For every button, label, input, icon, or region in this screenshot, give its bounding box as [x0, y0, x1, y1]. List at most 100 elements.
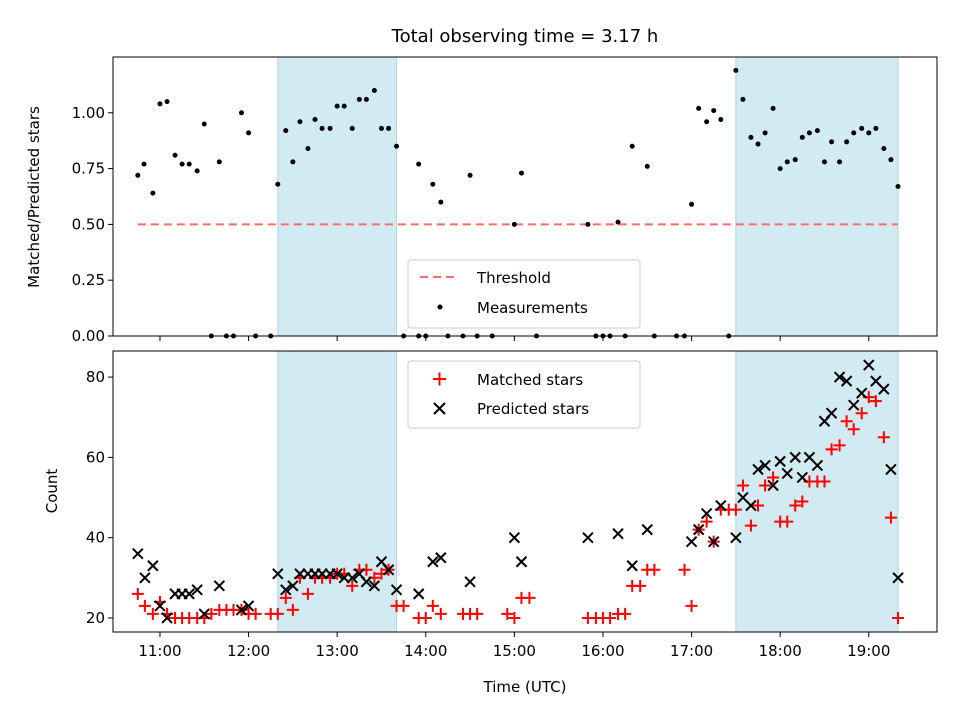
bottom-y-ticks: 20 40 60 80: [86, 368, 113, 627]
predicted-star-point: [626, 560, 638, 572]
matched-star-point: [678, 563, 691, 576]
measurement-point: [689, 201, 695, 207]
measurement-point: [246, 130, 252, 136]
y-tick-label: 1.00: [72, 104, 105, 122]
matched-stars-points: [131, 391, 905, 624]
predicted-star-point: [287, 580, 299, 592]
matched-star-point: [523, 591, 536, 604]
matched-star-point: [279, 591, 292, 604]
measurement-point: [438, 199, 444, 205]
legend-threshold-label: Threshold: [476, 269, 551, 287]
bottom-x-ticks: 11:00 12:00 13:00 14:00 15:00 16:00 17:00 18:00…: [138, 632, 890, 660]
predicted-star-point: [360, 576, 373, 588]
matched-star-point: [501, 607, 514, 620]
predicted-star-point: [692, 523, 705, 536]
legend-matched-label: Matched stars: [477, 371, 583, 389]
predicted-star-point: [412, 588, 425, 600]
predicted-star-point: [191, 584, 203, 596]
matched-star-point: [752, 499, 765, 512]
measurement-point: [748, 134, 754, 140]
matched-star-point: [884, 511, 897, 524]
y-tick-label: 0.75: [72, 160, 105, 178]
predicted-star-point: [715, 499, 727, 512]
top-shaded-intervals: [277, 56, 899, 337]
measurement-point: [740, 96, 746, 102]
chart-title: Total observing time = 3.17 h: [391, 26, 659, 47]
predicted-star-point: [582, 531, 594, 544]
matched-star-point: [271, 607, 284, 620]
matched-star-point: [286, 603, 299, 616]
measurement-point: [881, 146, 887, 152]
predicted-star-point: [280, 584, 292, 596]
measurement-point: [312, 116, 318, 122]
predicted-star-point: [811, 459, 824, 472]
matched-star-point: [249, 607, 262, 620]
matched-star-point: [833, 439, 846, 452]
predicted-star-point: [368, 580, 381, 592]
predicted-star-point: [612, 527, 624, 540]
predicted-star-point: [213, 580, 226, 592]
measurement-point: [644, 163, 650, 169]
measurement-point: [467, 172, 473, 178]
x-tick-label: 18:00: [759, 642, 802, 660]
legend-predicted-label: Predicted stars: [477, 400, 589, 418]
predicted-star-point: [685, 535, 698, 548]
measurement-point: [275, 181, 281, 187]
top-y-ticks: 0.00 0.25 0.50 0.75 1.00: [72, 104, 113, 345]
matched-star-point: [205, 607, 218, 620]
matched-star-point: [648, 563, 661, 576]
measurement-point: [784, 159, 790, 165]
measurement-point: [349, 125, 355, 131]
measurement-point: [755, 141, 761, 147]
predicted-star-point: [139, 572, 151, 584]
measurement-point: [283, 128, 289, 134]
measurement-point: [297, 119, 303, 125]
shaded-interval: [735, 56, 899, 337]
measurement-point: [327, 125, 333, 131]
matched-star-point: [781, 515, 794, 528]
measurement-point: [135, 172, 141, 178]
predicted-star-point: [132, 548, 144, 560]
measurement-point: [186, 161, 192, 167]
measurement-point: [888, 157, 894, 163]
measurement-point: [873, 125, 879, 131]
shaded-interval: [277, 56, 398, 337]
top-legend: Threshold Measurements: [407, 259, 641, 329]
matched-star-point: [397, 599, 410, 612]
shaded-interval: [735, 350, 899, 633]
matched-star-point: [471, 607, 484, 620]
predicted-star-point: [781, 467, 793, 480]
measurement-point: [704, 119, 710, 125]
legend-predicted-swatch: [433, 402, 446, 415]
y-tick-label: 0.00: [72, 327, 105, 345]
predicted-star-point: [752, 463, 764, 476]
measurement-point: [179, 161, 185, 167]
measurement-point: [334, 103, 340, 109]
predicted-star-point: [848, 399, 860, 411]
predicted-star-point: [154, 600, 166, 612]
measurement-point: [711, 108, 717, 114]
y-tick-label: 60: [86, 448, 105, 466]
predicted-star-point: [464, 576, 476, 588]
shaded-interval: [277, 350, 398, 633]
predicted-stars-points: [132, 359, 904, 624]
matched-star-point: [634, 579, 647, 592]
measurement-point: [629, 143, 635, 149]
bottom-axes-frame: [112, 350, 938, 633]
predicted-star-point: [885, 463, 897, 476]
matched-star-point: [736, 479, 749, 492]
bottom-legend: Matched stars Predicted stars: [407, 360, 641, 429]
measurement-point: [378, 125, 384, 131]
measurement-point: [806, 130, 812, 136]
measurement-point: [416, 161, 422, 167]
y-tick-label: 40: [86, 529, 105, 547]
matched-star-point: [419, 611, 432, 624]
predicted-star-point: [346, 572, 358, 584]
predicted-star-point: [825, 407, 838, 419]
y-tick-label: 0.50: [72, 215, 105, 233]
measurement-point: [770, 105, 776, 111]
matched-star-point: [426, 599, 439, 612]
measurement-point: [238, 110, 244, 116]
predicted-star-point: [759, 459, 771, 472]
